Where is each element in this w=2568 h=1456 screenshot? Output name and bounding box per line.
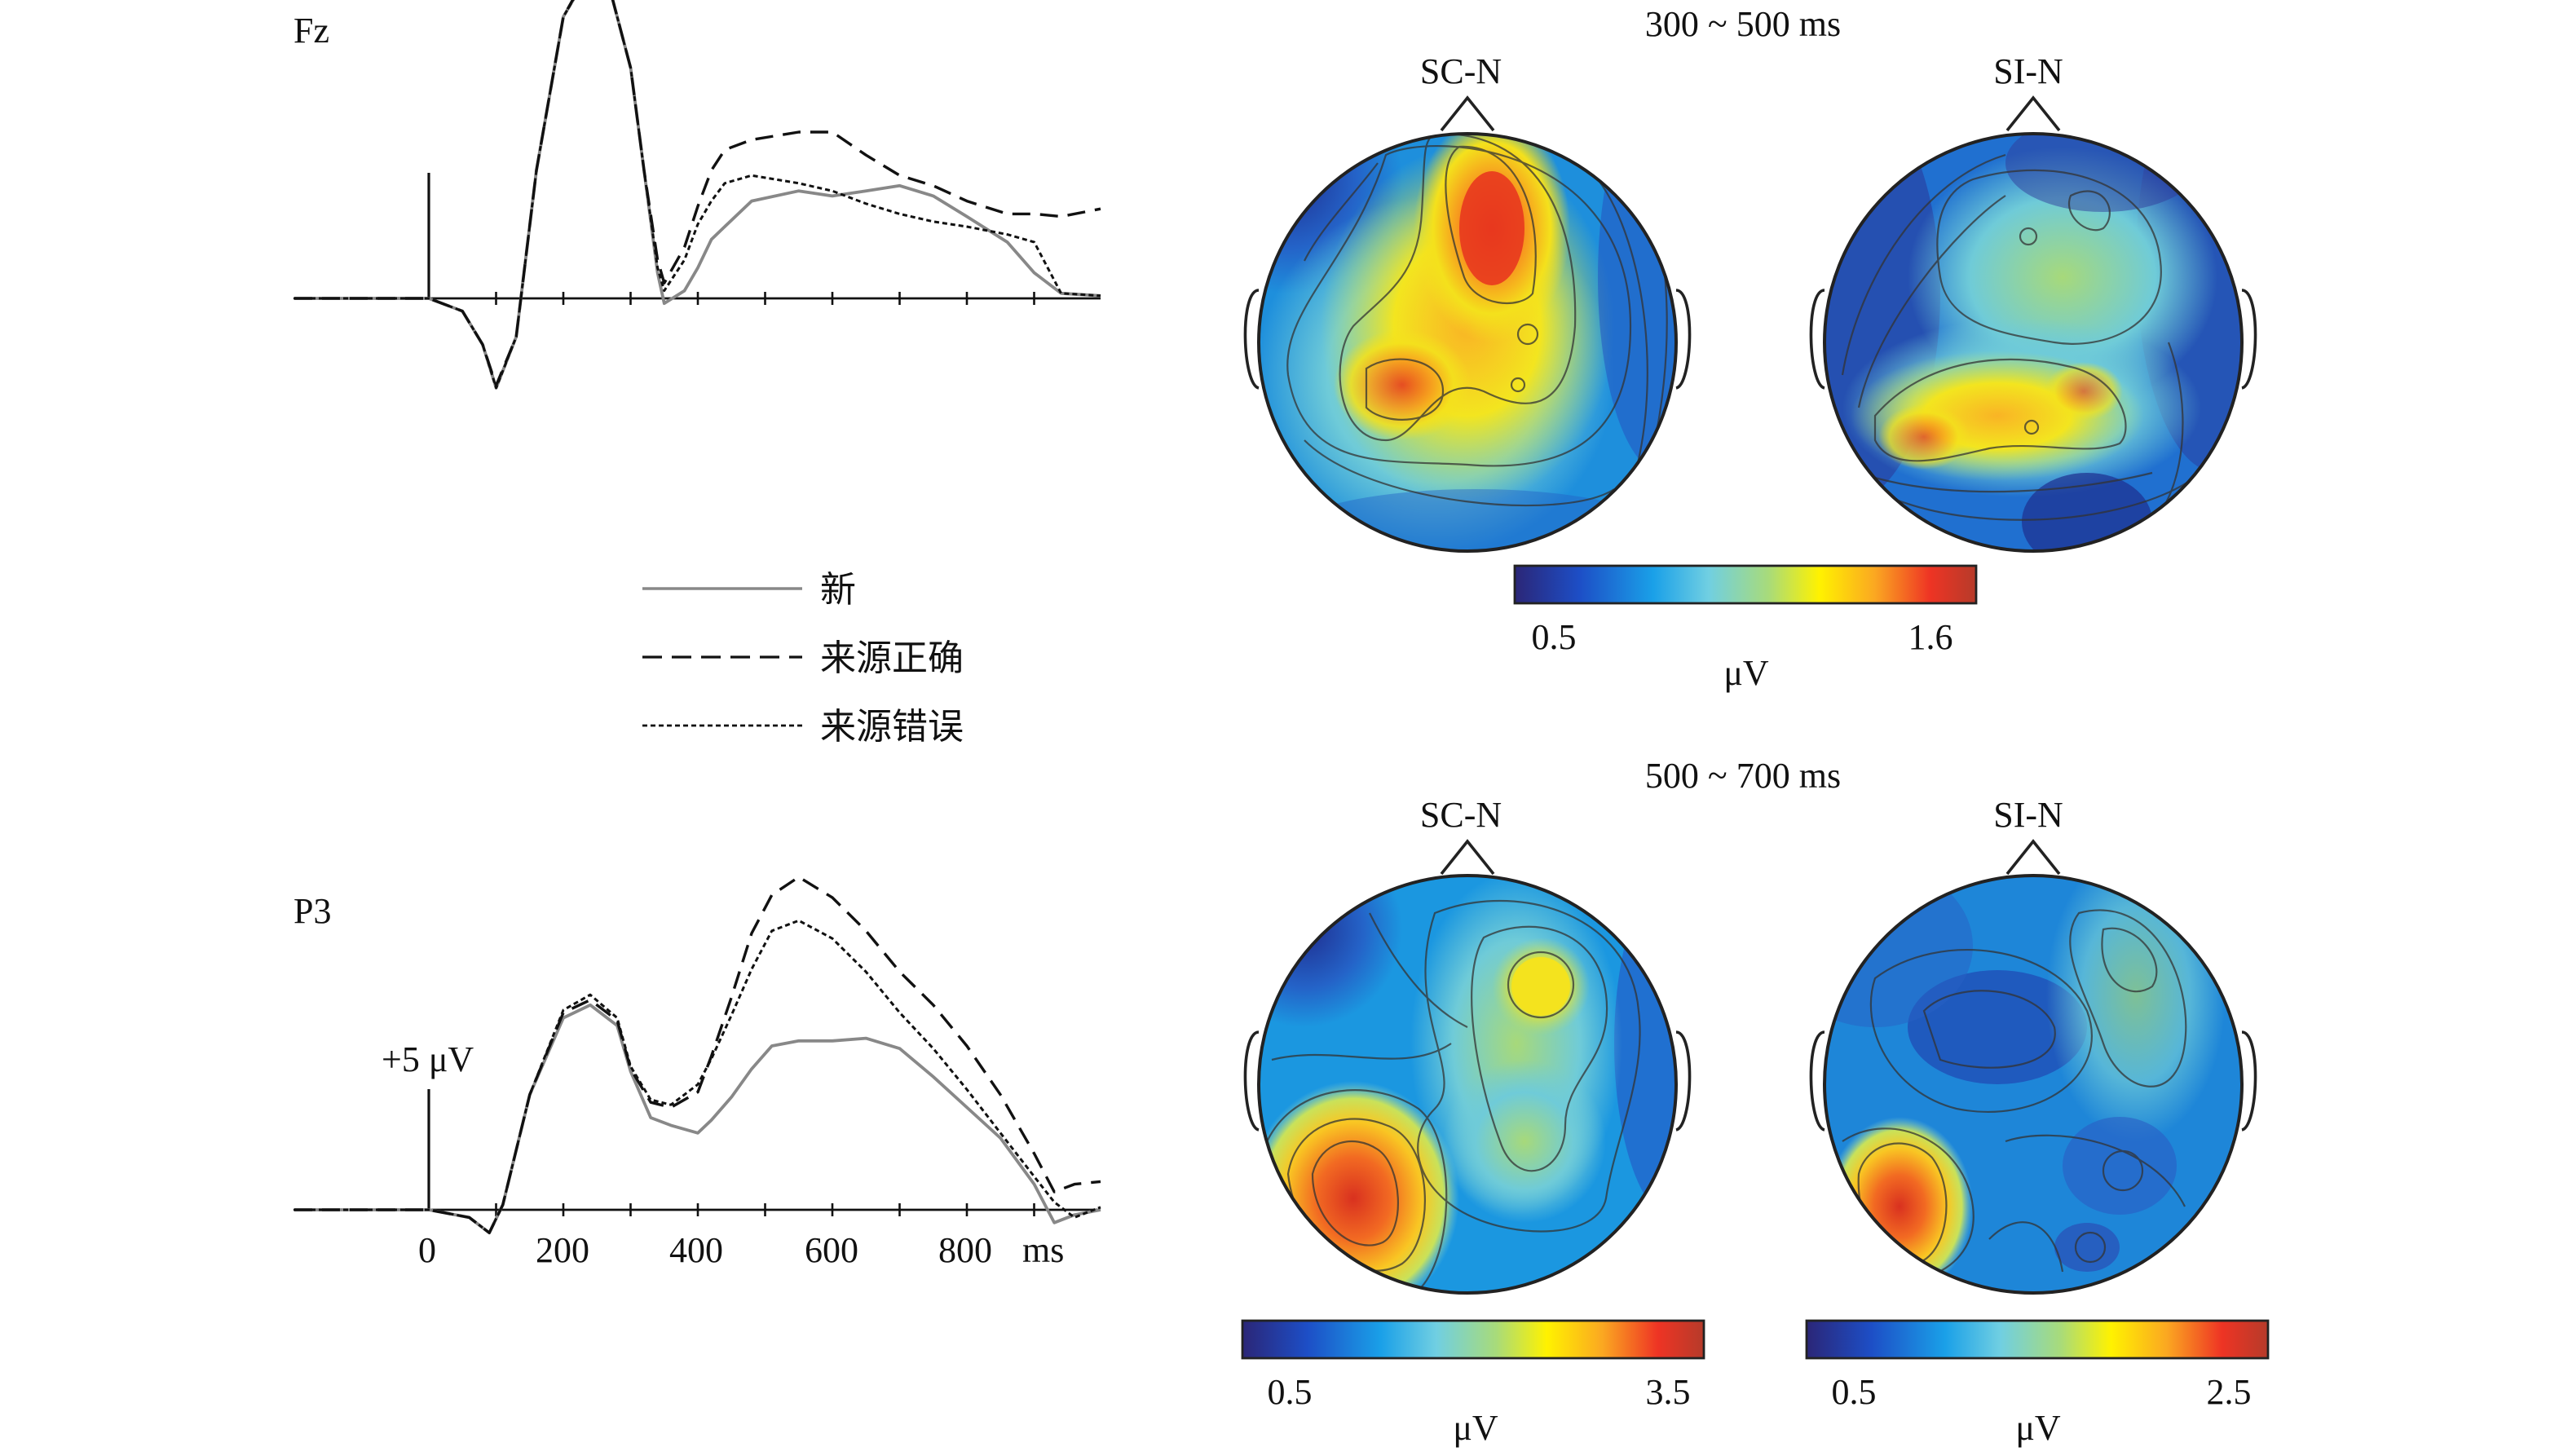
- colorbar-si-n-min: 0.5: [1832, 1372, 1877, 1412]
- head-outline: [1823, 874, 2244, 1295]
- topo-window-title-500-700: 500 ~ 700 ms: [1645, 756, 1841, 796]
- erp-panel-fz: Fz: [293, 0, 1101, 390]
- erp-p3-title: P3: [293, 891, 331, 931]
- x-axis-unit: ms: [1022, 1230, 1064, 1270]
- x-tick-label-200: 200: [536, 1230, 589, 1270]
- nose-icon: [1440, 839, 1495, 876]
- scale-bar-label: +5 μV: [382, 1039, 474, 1079]
- colorbar-sc-n-max: 3.5: [1646, 1372, 1691, 1412]
- colorbar-sc-n-unit: μV: [1453, 1408, 1498, 1448]
- colorbar-300-500: 0.5 1.6 μV: [1513, 564, 1978, 693]
- erp-fz-waveforms: [294, 0, 1101, 390]
- head-outline: [1257, 874, 1678, 1295]
- colorbar-300-500-max: 1.6: [1908, 617, 1953, 657]
- nose-icon: [2005, 839, 2061, 876]
- right-ear-icon: [2241, 1030, 2257, 1132]
- topomap-si-n-300-500: [1809, 95, 2257, 553]
- legend-label-source-correct: 来源正确: [820, 638, 964, 678]
- topo-label-sc-n-2: SC-N: [1420, 795, 1502, 835]
- erp-fz-tick-marks: [495, 292, 1035, 305]
- erp-fz-title: Fz: [293, 11, 329, 51]
- erp-fz-series-2: [294, 0, 1101, 390]
- left-ear-icon: [1809, 289, 1825, 390]
- left-ear-icon: [1243, 289, 1260, 390]
- head-outline: [1257, 132, 1678, 553]
- x-tick-label-800: 800: [938, 1230, 992, 1270]
- head-outline: [1823, 132, 2244, 553]
- x-tick-label-400: 400: [669, 1230, 723, 1270]
- right-ear-icon: [2241, 289, 2257, 390]
- nose-icon: [2005, 95, 2061, 132]
- right-ear-icon: [1675, 1030, 1692, 1132]
- erp-p3-series-2: [294, 919, 1101, 1234]
- colorbar-300-500-unit: μV: [1723, 653, 1769, 693]
- x-tick-label-0: 0: [418, 1230, 436, 1270]
- colorbar-300-500-bar: [1513, 564, 1978, 605]
- colorbar-sc-n-min: 0.5: [1268, 1372, 1313, 1412]
- colorbar-500-700-si-n: 0.5 2.5 μV: [1805, 1319, 2270, 1448]
- erp-p3-waveforms: [294, 876, 1101, 1235]
- topo-window-title-300-500: 300 ~ 500 ms: [1645, 4, 1841, 44]
- legend-label-source-incorrect: 来源错误: [820, 707, 964, 747]
- legend-label-new: 新: [820, 570, 856, 610]
- erp-fz-series-1: [294, 0, 1101, 387]
- colorbar-500-700-sc-n-bar: [1241, 1319, 1705, 1360]
- topo-label-si-n-1: SI-N: [1993, 51, 2063, 91]
- erp-panel-p3: P3 +5 μV 0 200 400 600 800 ms: [293, 876, 1101, 1270]
- nose-icon: [1440, 95, 1495, 132]
- erp-legend: 新 来源正确 来源错误: [642, 570, 964, 747]
- colorbar-300-500-min: 0.5: [1532, 617, 1577, 657]
- erp-p3-tick-marks: [495, 1203, 1035, 1216]
- right-ear-icon: [1675, 289, 1692, 390]
- colorbar-si-n-unit: μV: [2015, 1408, 2061, 1448]
- topo-label-sc-n-1: SC-N: [1420, 51, 1502, 91]
- x-tick-label-600: 600: [805, 1230, 858, 1270]
- topomap-sc-n-500-700: [1243, 839, 1692, 1295]
- left-ear-icon: [1243, 1030, 1260, 1132]
- colorbar-si-n-max: 2.5: [2207, 1372, 2252, 1412]
- topomap-si-n-500-700: [1809, 839, 2257, 1295]
- topo-label-si-n-2: SI-N: [1993, 795, 2063, 835]
- left-ear-icon: [1809, 1030, 1825, 1132]
- topomap-sc-n-300-500: [1243, 95, 1692, 553]
- colorbar-500-700-si-n-bar: [1805, 1319, 2270, 1360]
- colorbar-500-700-sc-n: 0.5 3.5 μV: [1241, 1319, 1705, 1448]
- erp-fz-series-0: [294, 0, 1101, 390]
